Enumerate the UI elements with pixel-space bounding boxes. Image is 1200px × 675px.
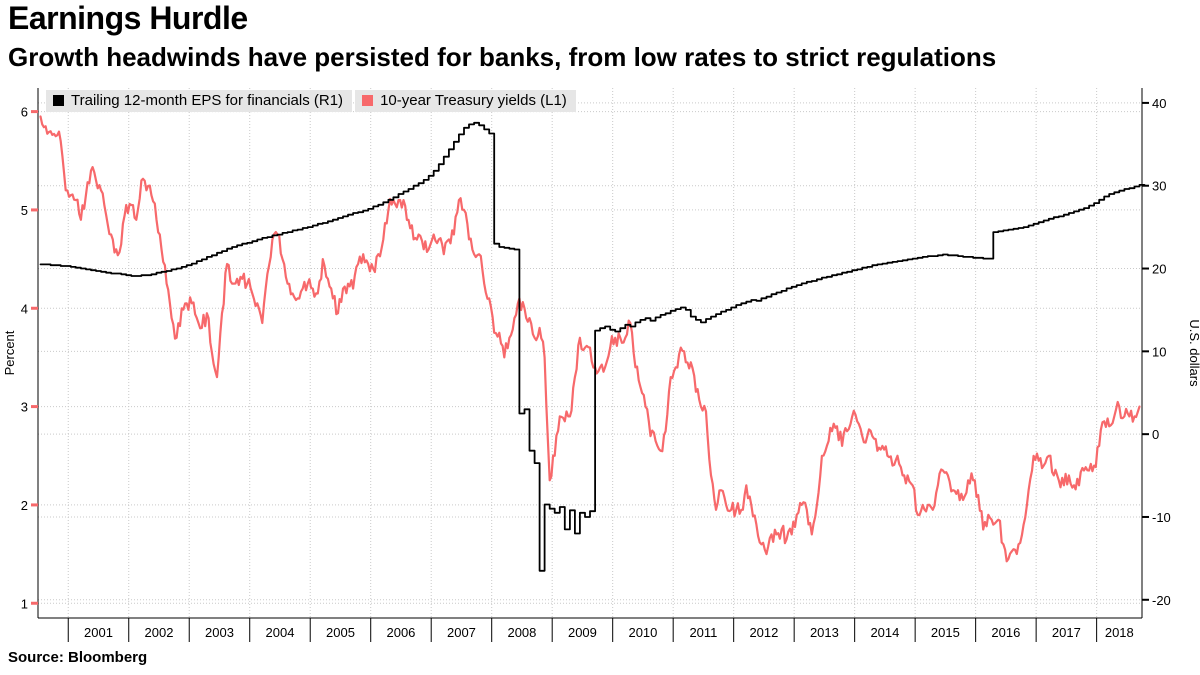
treasury-series-label: 10-year Treasury yields (L1) xyxy=(380,92,567,109)
x-axis-year-label: 2012 xyxy=(749,625,778,640)
x-axis-year-label: 2013 xyxy=(810,625,839,640)
axes: 1 2 3 4 5 6 -20 -10 0 10 20 30 40 2001 2002 2003 2004 200… xyxy=(2,88,1200,642)
x-axis-year-label: 2018 xyxy=(1105,625,1134,640)
right-axis-tick-label: -10 xyxy=(1152,510,1171,525)
x-axis-year-label: 2016 xyxy=(991,625,1020,640)
eps-series-line xyxy=(39,121,1146,572)
left-axis-tick-label: 4 xyxy=(21,301,28,316)
treasury-series-swatch xyxy=(362,95,374,106)
x-axis-year-label: 2006 xyxy=(386,625,415,640)
x-axis-year-label: 2017 xyxy=(1052,625,1081,640)
treasury-series-line xyxy=(39,115,1141,563)
x-axis-year-label: 2014 xyxy=(870,625,899,640)
right-axis-tick-label: 40 xyxy=(1152,96,1166,111)
legend-item-eps: Trailing 12-month EPS for financials (R1… xyxy=(46,90,353,112)
x-axis-year-label: 2005 xyxy=(326,625,355,640)
source-credit: Source: Bloomberg xyxy=(8,649,148,666)
x-axis-year-label: 2003 xyxy=(205,625,234,640)
eps-series-swatch xyxy=(53,95,64,106)
left-axis-tick-label: 6 xyxy=(21,105,28,120)
x-axis-year-label: 2001 xyxy=(84,625,113,640)
x-axis-year-label: 2010 xyxy=(628,625,657,640)
right-axis-title: U.S. dollars xyxy=(1187,319,1200,387)
left-axis-tick-label: 1 xyxy=(21,596,28,611)
right-axis-tick-label: 10 xyxy=(1152,344,1166,359)
right-axis-tick-label: 20 xyxy=(1152,262,1166,277)
eps-series-label: Trailing 12-month EPS for financials (R1… xyxy=(71,92,344,109)
left-axis-tick-label: 5 xyxy=(21,203,28,218)
x-axis-year-label: 2008 xyxy=(507,625,536,640)
page-subtitle: Growth headwinds have persisted for bank… xyxy=(8,42,997,72)
x-axis-year-label: 2004 xyxy=(266,625,295,640)
x-axis-year-label: 2009 xyxy=(568,625,597,640)
x-axis-year-label: 2002 xyxy=(145,625,174,640)
page-title: Earnings Hurdle xyxy=(8,0,248,36)
right-axis-tick-label: -20 xyxy=(1152,593,1171,608)
left-axis-title: Percent xyxy=(2,330,17,375)
right-axis-tick-label: 30 xyxy=(1152,179,1166,194)
left-axis-tick-label: 2 xyxy=(21,498,28,513)
x-axis-year-label: 2011 xyxy=(689,625,717,640)
x-axis-year-label: 2015 xyxy=(931,625,960,640)
x-axis-year-label: 2007 xyxy=(447,625,476,640)
right-axis-tick-label: 0 xyxy=(1152,427,1159,442)
legend-item-treasury: 10-year Treasury yields (L1) xyxy=(355,90,576,112)
left-axis-tick-label: 3 xyxy=(21,400,28,415)
legend: Trailing 12-month EPS for financials (R1… xyxy=(46,90,576,112)
